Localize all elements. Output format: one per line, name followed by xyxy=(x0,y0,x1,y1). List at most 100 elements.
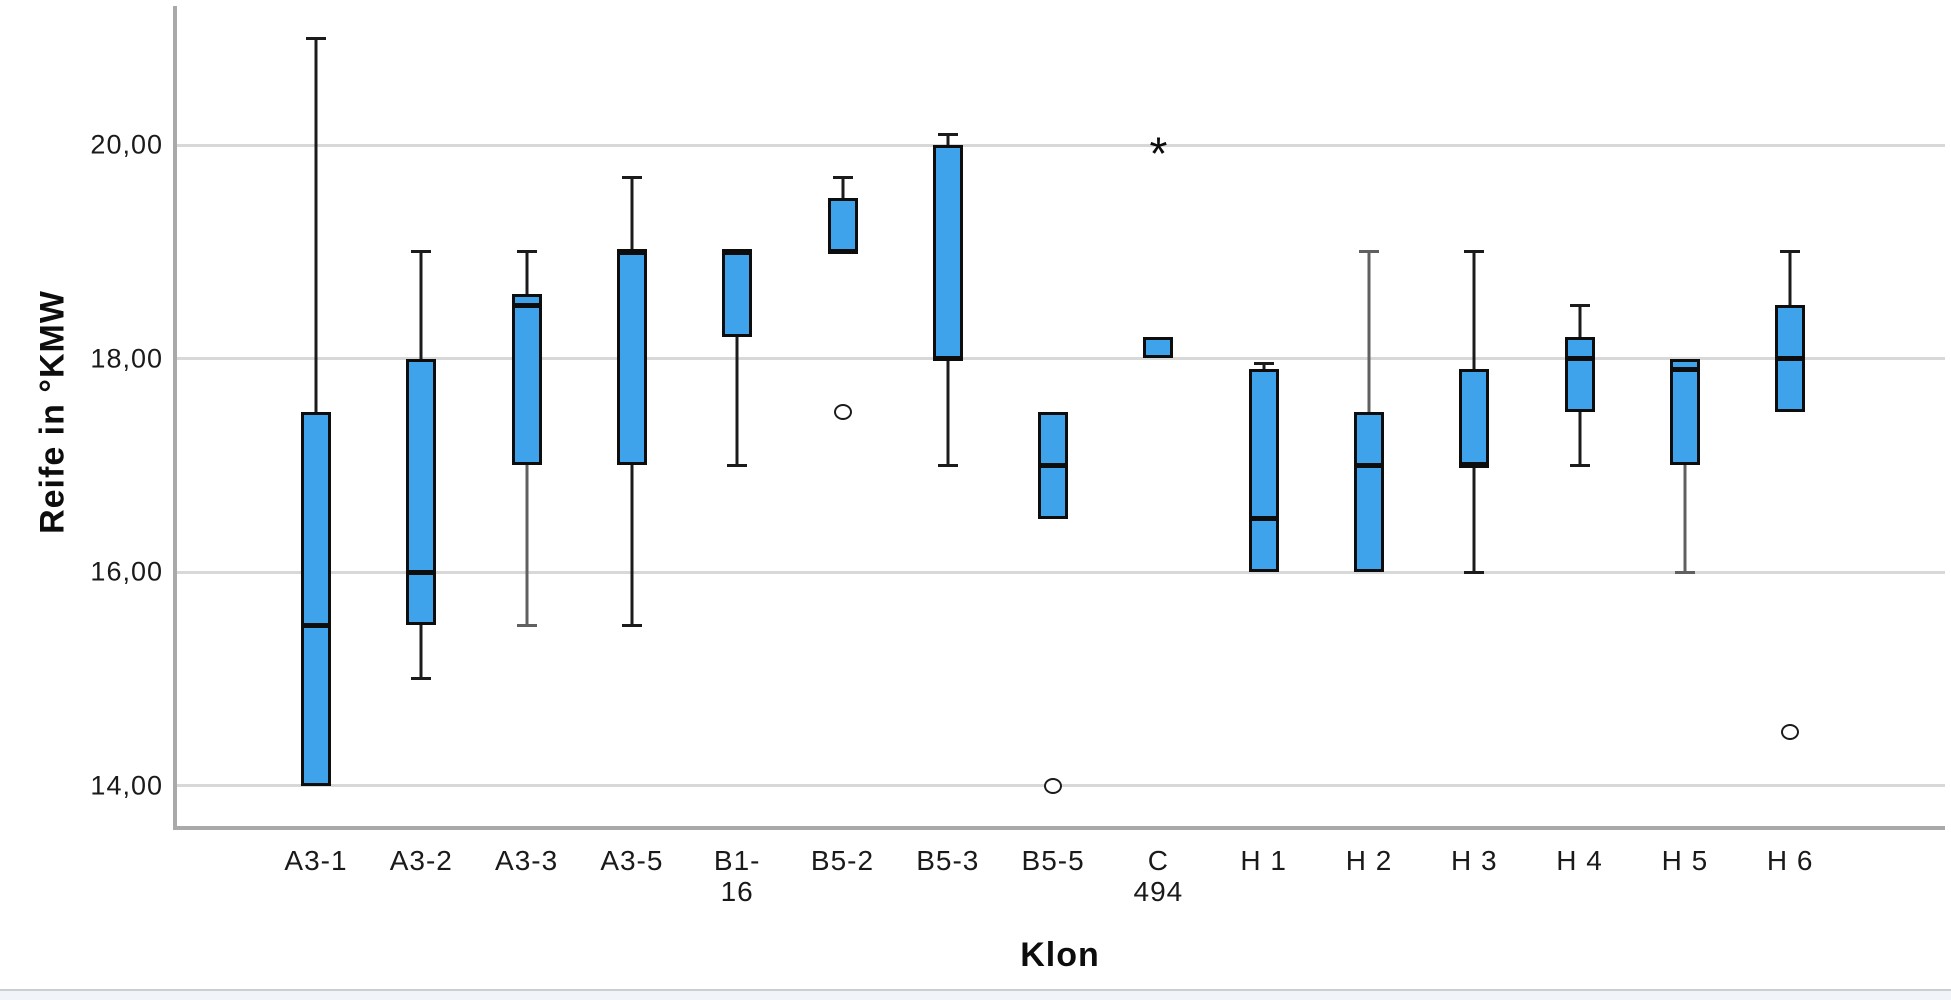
upper-whisker-cap xyxy=(1464,250,1485,254)
lower-whisker xyxy=(525,465,529,626)
median-line xyxy=(1038,462,1069,468)
median-line xyxy=(511,302,542,308)
x-tick-label-line: B5-5 xyxy=(1021,845,1085,876)
box xyxy=(1248,369,1279,572)
x-tick-label: H 2 xyxy=(1309,845,1429,876)
x-tick-label: A3-5 xyxy=(572,845,692,876)
y-tick-label: 20,00 xyxy=(90,129,163,160)
footer-strip xyxy=(0,989,1951,1000)
gridline xyxy=(175,357,1945,360)
x-tick-label: B5-5 xyxy=(993,845,1113,876)
x-tick-label-line: H 2 xyxy=(1345,845,1393,876)
x-tick-label-line: B5-2 xyxy=(810,845,875,876)
upper-whisker-cap xyxy=(516,250,537,254)
box xyxy=(511,294,542,466)
lower-whisker xyxy=(630,465,634,626)
y-axis-line xyxy=(173,6,177,826)
x-tick-label-line: 494 xyxy=(1133,876,1184,907)
upper-whisker xyxy=(630,177,634,252)
upper-whisker xyxy=(314,38,318,412)
box xyxy=(406,358,437,626)
upper-whisker-cap xyxy=(1780,250,1801,254)
x-tick-label: A3-2 xyxy=(361,845,481,876)
box xyxy=(827,198,858,252)
gridline xyxy=(175,143,1945,147)
upper-whisker-cap xyxy=(832,175,853,179)
y-axis-title: Reife in °KMW xyxy=(33,290,72,534)
lower-whisker-cap xyxy=(516,623,537,627)
median-line xyxy=(932,356,963,361)
median-line xyxy=(301,622,331,628)
x-tick-label: A3-1 xyxy=(256,845,376,876)
outlier-asterisk: * xyxy=(1149,127,1168,180)
upper-whisker xyxy=(1788,251,1792,306)
box xyxy=(301,411,331,786)
upper-whisker-cap xyxy=(1253,362,1274,366)
x-tick-label: B5-2 xyxy=(783,845,903,876)
upper-whisker xyxy=(1578,305,1582,338)
median-line xyxy=(1669,366,1700,372)
x-tick-label: B1- 16 xyxy=(677,845,797,907)
median-line xyxy=(1775,356,1806,361)
x-tick-label-line: B5-3 xyxy=(916,845,980,876)
upper-whisker xyxy=(841,177,844,199)
upper-whisker-cap xyxy=(937,132,958,136)
box xyxy=(1564,337,1595,412)
upper-whisker xyxy=(525,251,529,295)
y-tick-label: 14,00 xyxy=(90,770,163,800)
outlier-circle xyxy=(1781,724,1800,741)
x-axis-line xyxy=(173,826,1945,830)
lower-whisker-cap xyxy=(727,463,748,467)
median-line xyxy=(406,569,437,575)
lower-whisker-cap xyxy=(621,623,642,627)
upper-whisker xyxy=(1472,251,1476,370)
lower-whisker xyxy=(946,358,950,466)
y-tick-label: 18,00 xyxy=(90,343,163,373)
x-tick-label: A3-3 xyxy=(467,845,587,876)
upper-whisker-cap xyxy=(1569,303,1590,307)
x-tick-label: H 1 xyxy=(1204,845,1324,876)
lower-whisker-cap xyxy=(1569,463,1590,467)
upper-whisker-cap xyxy=(411,250,432,254)
x-tick-label-line: H 3 xyxy=(1451,845,1498,876)
x-tick-label: C 494 xyxy=(1098,845,1218,907)
x-axis-title: Klon xyxy=(1020,936,1100,974)
lower-whisker-cap xyxy=(411,677,432,681)
box xyxy=(1143,337,1174,359)
median-line xyxy=(616,249,647,255)
median-line xyxy=(1564,356,1595,361)
box xyxy=(1459,369,1490,466)
upper-whisker xyxy=(1367,251,1371,412)
upper-whisker xyxy=(1262,363,1266,370)
lower-whisker-cap xyxy=(1674,570,1695,574)
lower-whisker xyxy=(419,625,423,679)
box xyxy=(722,251,753,338)
median-line xyxy=(827,249,858,255)
x-tick-label-line: A3-1 xyxy=(284,845,348,876)
median-line xyxy=(1459,462,1490,468)
x-tick-label-line: A3-2 xyxy=(389,845,453,876)
x-tick-label-line: A3-5 xyxy=(600,845,664,876)
y-tick-label: 16,00 xyxy=(90,556,163,587)
median-line xyxy=(722,249,753,255)
x-tick-label: H 3 xyxy=(1414,845,1534,876)
box xyxy=(616,251,647,466)
x-tick-label: H 5 xyxy=(1625,845,1745,876)
x-tick-label-line: A3-3 xyxy=(495,845,559,876)
lower-whisker xyxy=(1578,411,1582,466)
median-line xyxy=(1354,462,1384,468)
x-tick-label-line: H 4 xyxy=(1556,845,1603,876)
x-tick-label-line: B1- xyxy=(713,845,761,876)
lower-whisker-cap xyxy=(937,463,958,467)
median-line xyxy=(1248,516,1279,522)
upper-whisker-cap xyxy=(621,175,642,179)
box xyxy=(1354,411,1384,572)
box xyxy=(1669,358,1700,466)
x-tick-label: H 4 xyxy=(1520,845,1640,876)
lower-whisker xyxy=(1683,465,1687,572)
x-tick-label-line: H 5 xyxy=(1661,845,1709,876)
x-tick-label: B5-3 xyxy=(888,845,1008,876)
upper-whisker-cap xyxy=(1359,250,1379,254)
outlier-circle xyxy=(1044,777,1063,794)
